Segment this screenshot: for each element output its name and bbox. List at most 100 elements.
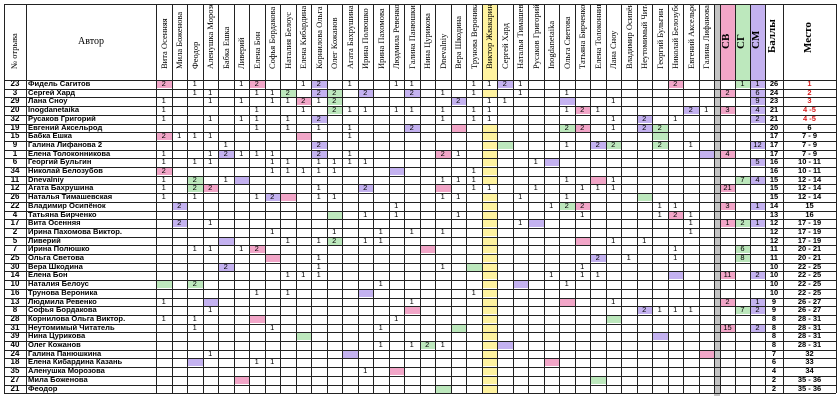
author-name: Евгений Аксельрод xyxy=(28,123,103,132)
vote-cell: 1 xyxy=(239,97,244,106)
vote-cell xyxy=(621,193,637,201)
vote-cell: 2 xyxy=(295,97,311,106)
vote-cell xyxy=(637,358,653,366)
vote-cell: 1 xyxy=(533,158,538,167)
group-cell-sg xyxy=(735,141,750,149)
vote-cell xyxy=(668,280,684,288)
vote-cell xyxy=(683,358,699,366)
vote-cell xyxy=(234,237,250,245)
vote-cell xyxy=(342,202,358,210)
place-cell: 22 - 25 xyxy=(797,288,822,297)
author-name: Галина Лифанова 2 xyxy=(28,140,103,149)
vote-cell xyxy=(311,367,327,375)
vote-cell xyxy=(699,80,715,88)
vote-cell: 1 xyxy=(254,123,259,132)
vote-cell xyxy=(234,263,250,271)
vote-cell xyxy=(451,358,467,366)
vote-cell xyxy=(342,97,358,105)
vote-cell xyxy=(203,80,219,88)
vote-cell xyxy=(187,106,203,114)
vote-cell: 2 xyxy=(605,140,621,149)
vote-cell xyxy=(420,237,436,245)
author-name: Аленушка Морозова xyxy=(28,367,105,376)
vote-cell xyxy=(435,158,451,166)
vote-cell xyxy=(451,298,467,306)
vote-cell xyxy=(156,324,172,332)
vote-cell: 2 xyxy=(171,219,187,228)
place-cell: 20 - 21 xyxy=(797,245,822,254)
vote-cell xyxy=(249,211,265,219)
vote-cell xyxy=(683,167,699,175)
vote-cell xyxy=(404,271,420,279)
separator-column xyxy=(714,4,720,396)
vote-cell xyxy=(559,150,575,158)
place-cell: 12 - 14 xyxy=(797,184,822,193)
vote-cell xyxy=(544,106,560,114)
group-cell-sv: 11 xyxy=(720,271,735,280)
vote-cell xyxy=(265,289,281,297)
vote-cell xyxy=(575,167,591,175)
vote-cell xyxy=(497,237,513,245)
vote-cell xyxy=(466,228,482,236)
place-cell: 3 xyxy=(807,97,812,106)
vote-cell xyxy=(280,141,296,149)
vote-cell xyxy=(172,271,188,279)
vote-cell xyxy=(358,219,374,227)
vote-cell: 2 xyxy=(311,114,327,123)
vote-cell xyxy=(203,237,219,245)
vote-cell xyxy=(528,271,544,279)
vote-cell xyxy=(389,158,405,166)
vote-cell xyxy=(156,341,172,349)
vote-cell xyxy=(544,132,560,140)
vote-cell: 1 xyxy=(285,123,290,132)
vote-cell xyxy=(404,219,420,227)
vote-cell xyxy=(606,271,622,279)
vote-cell xyxy=(497,289,513,297)
vote-cell: 1 xyxy=(363,236,368,245)
vote-cell xyxy=(187,202,203,210)
vote-cell xyxy=(621,289,637,297)
vote-cell xyxy=(420,97,436,105)
vote-cell xyxy=(342,176,358,184)
vote-cell xyxy=(296,289,312,297)
vote-cell xyxy=(389,115,405,123)
vote-cell xyxy=(295,332,311,341)
vote-cell xyxy=(544,298,560,306)
vote-cell xyxy=(590,80,606,88)
vote-cell xyxy=(497,140,513,149)
vote-cell xyxy=(389,358,405,366)
vote-cell xyxy=(358,332,374,340)
vote-cell xyxy=(218,124,234,132)
vote-cell: 1 xyxy=(580,184,585,193)
group-cell-sg xyxy=(735,184,750,192)
vote-cell xyxy=(218,332,234,340)
vote-cell: 2 xyxy=(450,97,466,106)
vote-cell xyxy=(637,141,653,149)
grid-line-v xyxy=(765,4,766,394)
grid-line-v xyxy=(698,4,700,394)
vote-cell xyxy=(296,324,312,332)
vote-cell xyxy=(481,323,497,332)
group-cell-sg xyxy=(735,289,750,297)
vote-cell: 1 xyxy=(316,184,321,193)
grid-line-v xyxy=(466,4,467,394)
vote-cell: 1 xyxy=(378,323,383,332)
vote-cell xyxy=(481,175,497,184)
vote-cell xyxy=(513,254,529,262)
vote-cell xyxy=(296,350,312,358)
vote-cell xyxy=(358,298,374,306)
vote-cell xyxy=(481,236,497,245)
row-number: 28 xyxy=(10,314,20,323)
vote-cell xyxy=(218,376,234,384)
vote-cell xyxy=(466,298,482,306)
vote-cell xyxy=(451,89,467,97)
vote-cell xyxy=(234,228,250,236)
vote-cell xyxy=(683,263,699,271)
vote-cell xyxy=(187,167,203,175)
vote-cell xyxy=(326,210,342,219)
vote-cell xyxy=(451,80,467,88)
grid-line-v xyxy=(783,4,784,394)
vote-cell xyxy=(218,298,234,306)
vote-cell xyxy=(389,124,405,132)
vote-cell xyxy=(172,376,188,384)
